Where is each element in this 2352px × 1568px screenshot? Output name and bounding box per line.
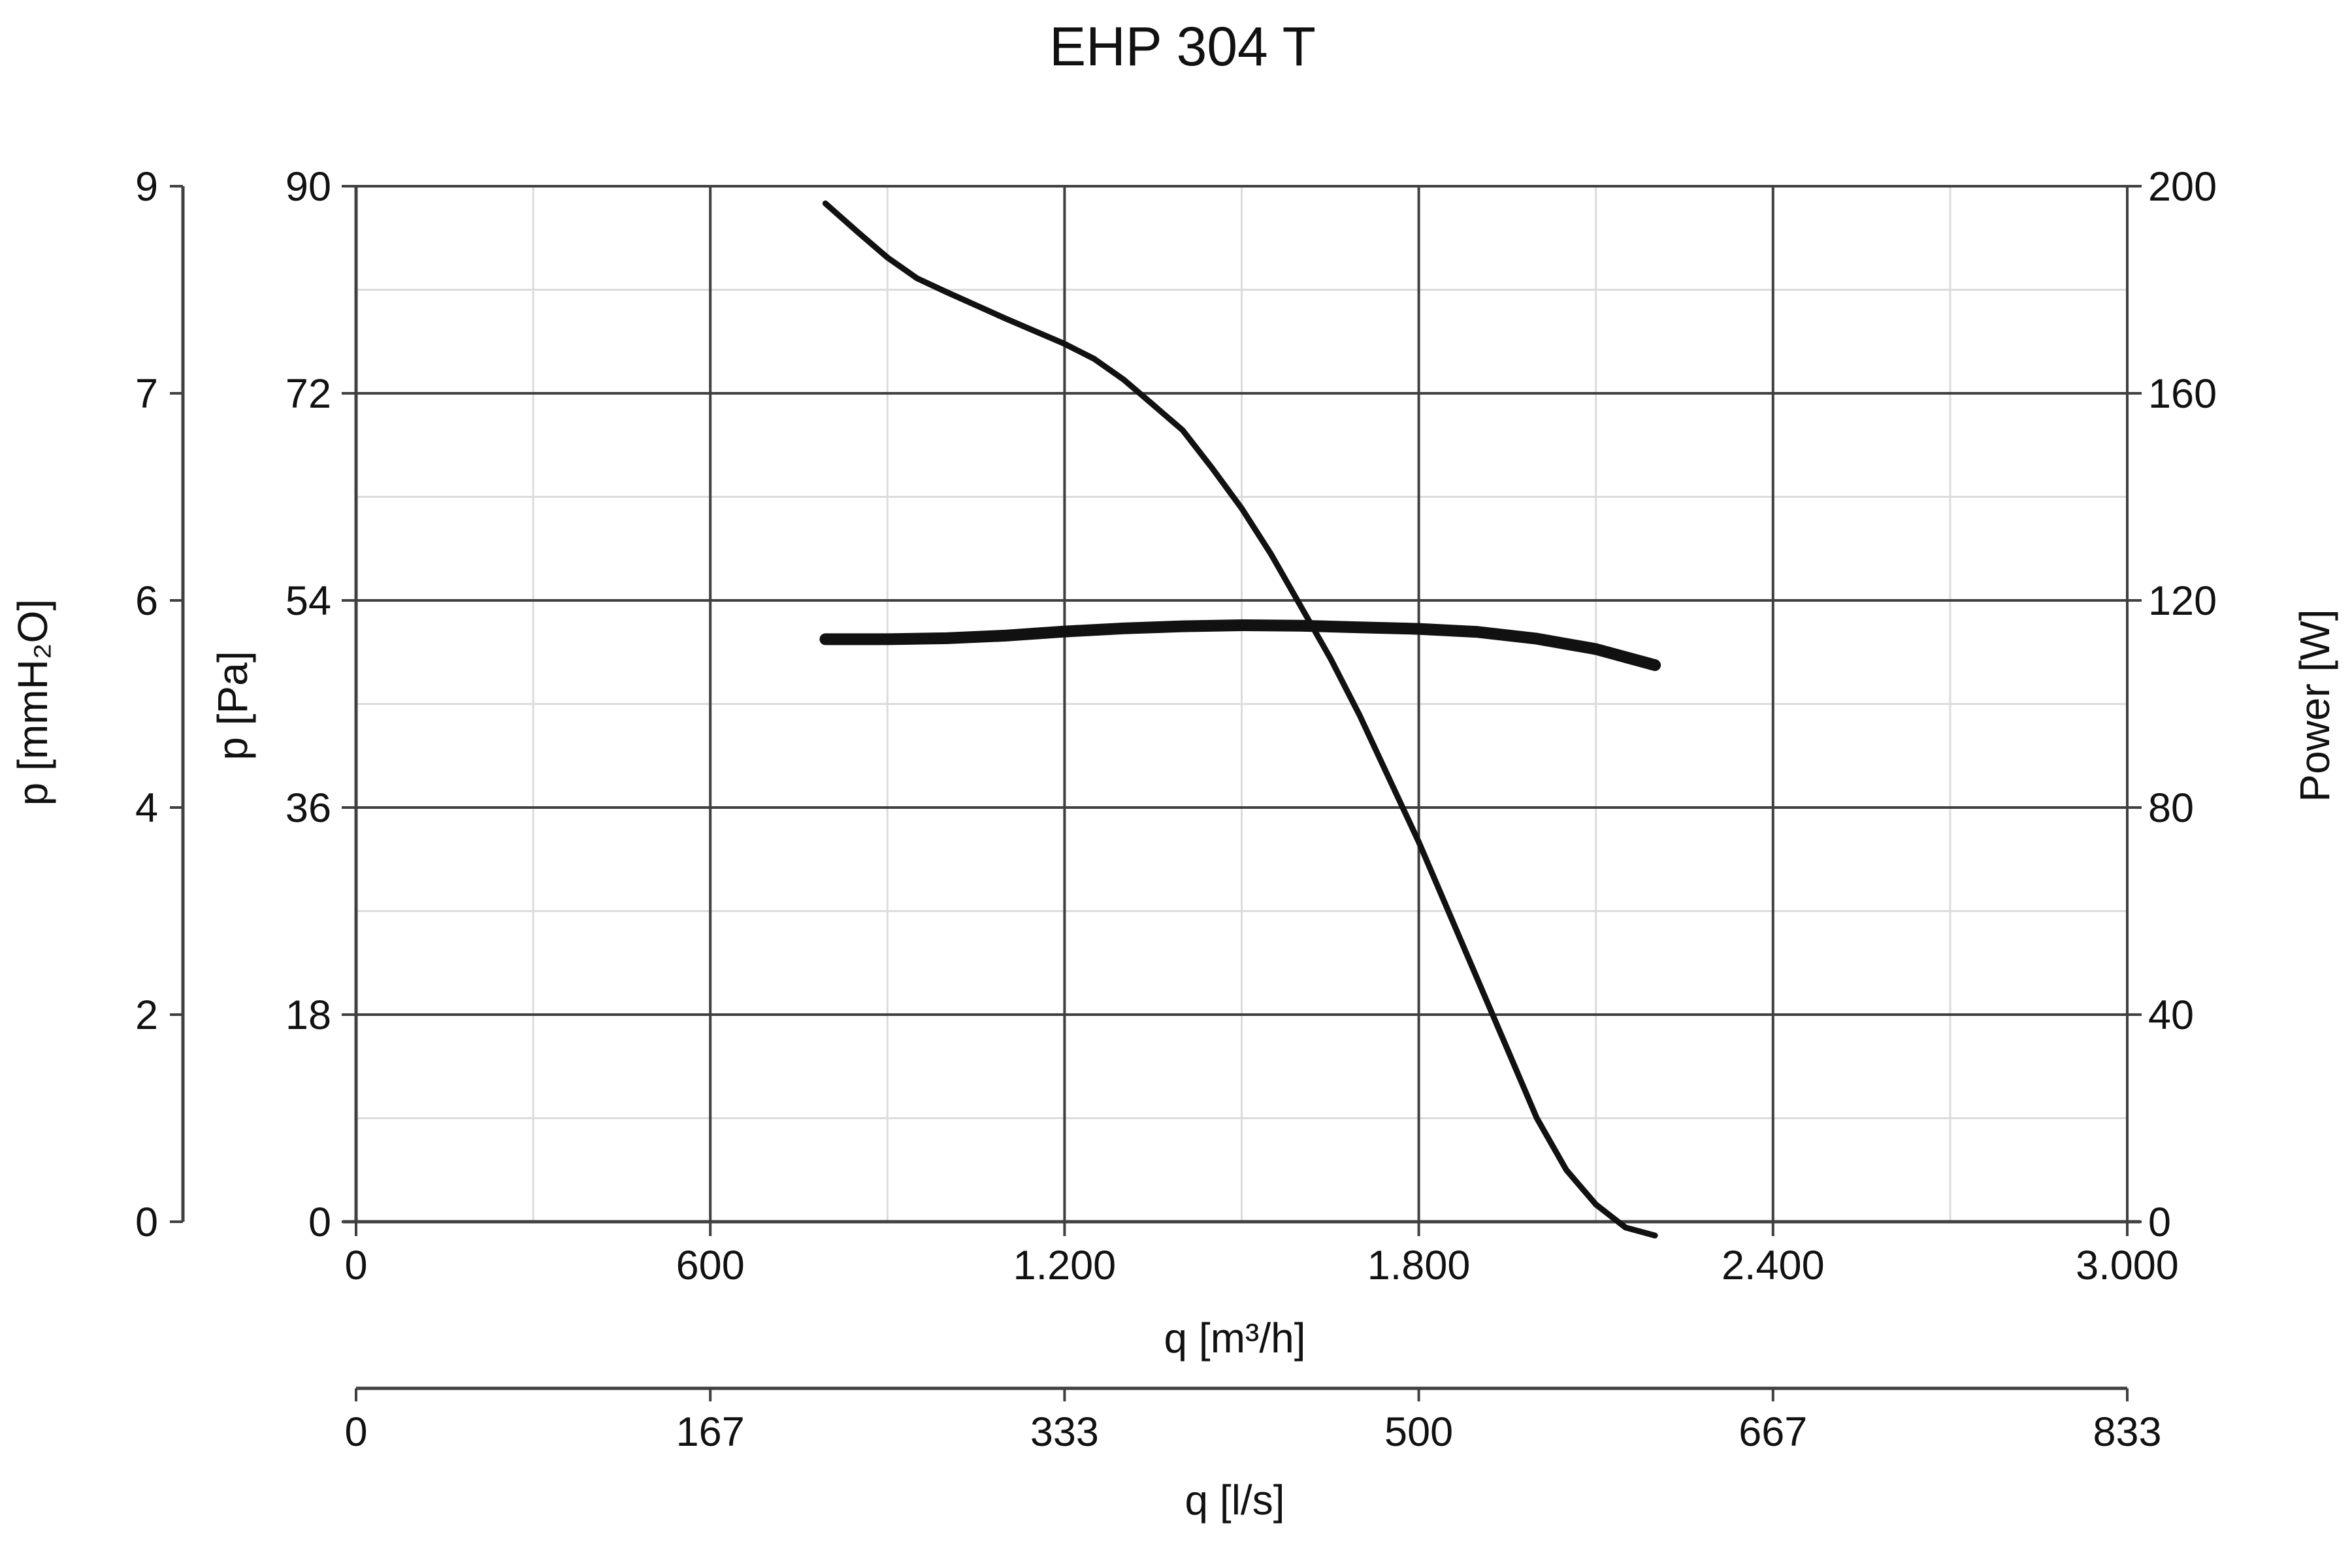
mmh2o-tick-label: 7: [135, 371, 158, 417]
ls-tick-label: 833: [2093, 1409, 2161, 1455]
ls-tick-label: 0: [344, 1409, 367, 1455]
power-tick-label: 0: [2148, 1200, 2171, 1245]
pa-tick-label: 54: [286, 578, 331, 624]
pa-tick-label: 72: [286, 371, 331, 417]
ls-tick-label: 500: [1384, 1409, 1453, 1455]
axis-lines: [181, 186, 2140, 1390]
mmh2o-tick-label: 2: [135, 992, 158, 1038]
m3h-tick-label: 1.800: [1367, 1243, 1471, 1288]
y-axis-label-power: Power [W]: [2291, 609, 2338, 802]
power-curve-line: [819, 619, 1661, 672]
mmh2o-tick-label: 0: [135, 1200, 158, 1245]
pa-tick-label: 36: [286, 785, 331, 831]
power-tick-label: 200: [2148, 164, 2217, 210]
mmh2o-tick-label: 4: [135, 785, 158, 831]
power-tick-label: 80: [2148, 785, 2194, 831]
major-grid: [356, 185, 2129, 1222]
power-tick-label: 120: [2148, 578, 2217, 624]
ls-axis-ticks: 0 167 333 500 667 833: [344, 1388, 2162, 1455]
mmh2o-tick-label: 6: [135, 578, 158, 624]
y-axis-label-pa: p [Pa]: [209, 651, 256, 760]
m3h-tick-label: 0: [344, 1243, 367, 1288]
ls-tick-label: 667: [1739, 1409, 1807, 1455]
series-layer: [819, 200, 1661, 1239]
pa-axis-ticks: 0 18 36 54 72 90: [286, 164, 356, 1245]
x-axis-label-m3h: q [m³/h]: [1164, 1315, 1306, 1362]
power-axis-ticks: 0 40 80 120 160 200: [2127, 164, 2217, 1245]
x-axis-label-ls: q [l/s]: [1185, 1477, 1285, 1524]
m3h-axis-ticks: 0 600 1.200 1.800 2.400 3.000: [344, 1222, 2179, 1288]
m3h-tick-label: 2.400: [1722, 1243, 1825, 1288]
pa-tick-label: 90: [286, 164, 331, 210]
m3h-tick-label: 3.000: [2076, 1243, 2179, 1288]
mmh2o-axis-ticks: 0 2 4 6 7 9: [135, 164, 183, 1245]
pa-tick-label: 0: [308, 1200, 331, 1245]
m3h-tick-label: 1.200: [1013, 1243, 1117, 1288]
m3h-tick-label: 600: [676, 1243, 745, 1288]
power-tick-label: 40: [2148, 992, 2194, 1038]
ls-tick-label: 167: [676, 1409, 745, 1455]
ls-tick-label: 333: [1030, 1409, 1099, 1455]
mmh2o-tick-label: 9: [135, 164, 158, 210]
minor-grid: [356, 186, 2127, 1222]
chart-title: EHP 304 T: [1049, 16, 1316, 77]
y-axis-label-mmh2o: p [mmH₂O]: [9, 599, 56, 806]
pa-tick-label: 18: [286, 992, 331, 1038]
power-tick-label: 160: [2148, 371, 2217, 417]
pressure-curve-line: [822, 200, 1658, 1239]
